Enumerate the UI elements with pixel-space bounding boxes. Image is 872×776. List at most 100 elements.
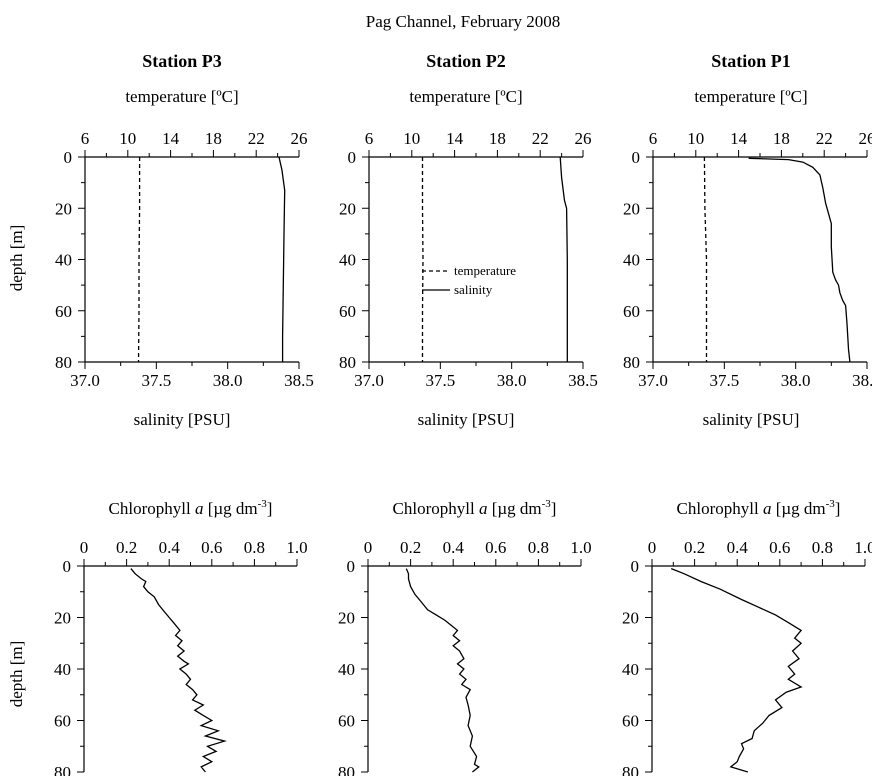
depth-tick-label: 60 (55, 302, 72, 321)
depth-tick-label: 60 (54, 712, 71, 731)
depth-tick-label: 0 (632, 148, 641, 167)
depth-tick-label: 40 (339, 251, 356, 270)
chlorophyll-tick-label: 0.4 (159, 538, 181, 557)
chlorophyll-tick-label: 0.6 (485, 538, 506, 557)
salinity-axis-title: salinity [PSU] (703, 410, 800, 429)
depth-tick-label: 80 (339, 353, 356, 372)
depth-tick-label: 60 (622, 712, 639, 731)
chlorophyll-title-part: Chlorophyll (109, 499, 195, 518)
salinity-tick-label: 38.0 (213, 371, 243, 390)
depth-tick-label: 60 (339, 302, 356, 321)
temperature-profile-line (704, 157, 706, 362)
profile-panel-p3: Station P3 temperature [ºC] salinity [PS… (55, 51, 314, 429)
temperature-tick-label: 18 (205, 129, 222, 148)
temperature-axis-title: temperature [ºC] (125, 87, 238, 106)
depth-tick-label: 80 (55, 353, 72, 372)
chlorophyll-plot-area-p2: 0 0.2 0.4 0.6 0.8 1.0 0 20 40 60 80 (338, 538, 592, 776)
depth-tick-label: 20 (55, 199, 72, 218)
chlorophyll-tick-label: 0.2 (116, 538, 137, 557)
salinity-axis-title: salinity [PSU] (418, 410, 515, 429)
depth-tick-label: 20 (622, 609, 639, 628)
temperature-tick-label: 14 (730, 129, 748, 148)
depth-tick-label: 60 (338, 712, 355, 731)
chlorophyll-panel-p3: Chlorophyll a [µg dm-3] 0 0.2 0.4 0.6 0.8 1.0… (54, 498, 308, 776)
depth-tick-label: 20 (338, 609, 355, 628)
chlorophyll-tick-label: 0.8 (528, 538, 549, 557)
depth-tick-label: 40 (622, 660, 639, 679)
depth-tick-label: 80 (622, 763, 639, 776)
salinity-tick-label: 37.5 (425, 371, 455, 390)
chlorophyll-panel-p2: Chlorophyll a [µg dm-3] 0 0.2 0.4 0.6 0.8 1.0… (338, 498, 592, 776)
chlorophyll-tick-label: 0.6 (201, 538, 222, 557)
profile-panel-p2: Station P2 temperature [ºC] salinity [PS… (339, 51, 598, 429)
depth-tick-label: 40 (54, 660, 71, 679)
chlorophyll-tick-label: 0 (80, 538, 89, 557)
salinity-tick-label: 37.5 (141, 371, 171, 390)
chlorophyll-title-italic: a (479, 499, 488, 518)
temperature-profile-line (423, 157, 424, 362)
chlorophyll-profile-line (406, 569, 479, 772)
chlorophyll-tick-label: 0 (364, 538, 373, 557)
chlorophyll-plot-area-p1: 0 0.2 0.4 0.6 0.8 1.0 0 20 40 60 80 (622, 538, 872, 776)
chlorophyll-title-bracket: ] (551, 499, 557, 518)
salinity-profile-line (749, 158, 850, 362)
depth-tick-label: 80 (54, 763, 71, 776)
station-title: Station P1 (711, 51, 791, 71)
chlorophyll-tick-label: 0.2 (400, 538, 421, 557)
chlorophyll-panel-p1: Chlorophyll a [µg dm-3] 0 0.2 0.4 0.6 0.8 1.0… (622, 498, 872, 776)
chlorophyll-axis-title-text: Chlorophyll a [µg dm-3] (677, 498, 841, 518)
depth-tick-label: 60 (623, 302, 640, 321)
depth-tick-label: 40 (338, 660, 355, 679)
legend-temperature-label: temperature (454, 263, 516, 278)
chlorophyll-title-unit: [µg dm (203, 499, 257, 518)
chlorophyll-profile-line (671, 569, 801, 772)
chlorophyll-title-unit: [µg dm (771, 499, 825, 518)
depth-tick-label: 80 (623, 353, 640, 372)
temperature-tick-label: 22 (816, 129, 833, 148)
chlorophyll-title-italic: a (763, 499, 772, 518)
chlorophyll-axis-title-text: Chlorophyll a [µg dm-3] (393, 498, 557, 518)
chlorophyll-plot-area-p3: 0 0.2 0.4 0.6 0.8 1.0 0 20 40 60 80 (54, 538, 308, 776)
temperature-tick-label: 10 (687, 129, 704, 148)
salinity-tick-label: 38.0 (497, 371, 527, 390)
chlorophyll-tick-label: 0.4 (443, 538, 465, 557)
station-title: Station P2 (426, 51, 506, 71)
chlorophyll-tick-label: 0.2 (684, 538, 705, 557)
chlorophyll-title-italic: a (195, 499, 204, 518)
salinity-profile-line (279, 157, 285, 362)
salinity-tick-label: 37.0 (70, 371, 100, 390)
temperature-tick-label: 10 (119, 129, 136, 148)
chlorophyll-profile-line (131, 569, 225, 772)
chlorophyll-title-bracket: ] (835, 499, 841, 518)
depth-tick-label: 80 (338, 763, 355, 776)
salinity-tick-label: 38.5 (568, 371, 598, 390)
chlorophyll-title-bracket: ] (267, 499, 273, 518)
chlorophyll-tick-label: 0.4 (727, 538, 749, 557)
depth-axis-label-bottom: depth [m] (7, 641, 26, 708)
salinity-tick-label: 38.5 (852, 371, 872, 390)
depth-tick-label: 0 (63, 557, 72, 576)
legend: temperature salinity (422, 263, 516, 297)
salinity-tick-label: 37.0 (638, 371, 668, 390)
salinity-tick-label: 38.0 (781, 371, 811, 390)
depth-tick-label: 20 (623, 199, 640, 218)
chlorophyll-tick-label: 0.8 (812, 538, 833, 557)
temperature-tick-label: 22 (248, 129, 265, 148)
depth-tick-label: 0 (631, 557, 640, 576)
temperature-tick-label: 26 (575, 129, 592, 148)
chlorophyll-title-part: Chlorophyll (677, 499, 763, 518)
profile-panel-p1: Station P1 temperature [ºC] salinity [PS… (623, 51, 872, 429)
temperature-tick-label: 22 (532, 129, 549, 148)
temperature-tick-label: 14 (446, 129, 464, 148)
temperature-axis-title: temperature [ºC] (409, 87, 522, 106)
temperature-tick-label: 10 (403, 129, 420, 148)
temperature-tick-label: 18 (773, 129, 790, 148)
chlorophyll-axis-title: Chlorophyll a [µg dm-3] (677, 498, 841, 518)
chlorophyll-tick-label: 1.0 (286, 538, 307, 557)
station-title: Station P3 (142, 51, 222, 71)
temperature-tick-label: 26 (291, 129, 308, 148)
chlorophyll-tick-label: 0.8 (244, 538, 265, 557)
temperature-tick-label: 6 (649, 129, 658, 148)
plot-area-p2: 6 10 14 18 22 26 37.0 37.5 38.0 38.5 0 20 40 60 80 (339, 129, 598, 390)
